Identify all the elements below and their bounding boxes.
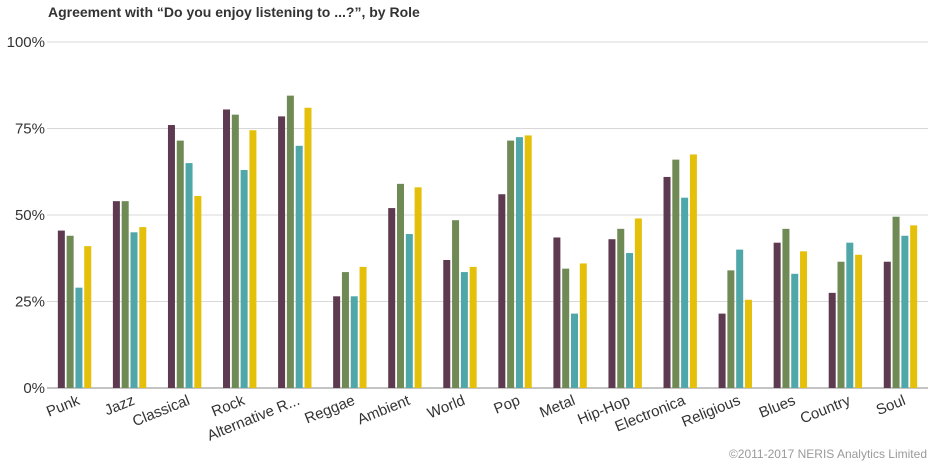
- bar-metal-4: [579, 263, 587, 388]
- bar-metal-2: [562, 268, 570, 388]
- bar-pop-3: [515, 137, 523, 388]
- bar-rock-1: [223, 109, 231, 388]
- x-tick-label: Country: [798, 392, 854, 428]
- bar-religious-3: [736, 249, 744, 388]
- bar-classical-2: [176, 140, 184, 388]
- y-tick-label: 75%: [15, 121, 45, 138]
- bar-ambient-4: [414, 187, 422, 388]
- bar-blues-4: [800, 251, 808, 388]
- bar-pop-1: [498, 194, 506, 388]
- bar-punk-3: [75, 287, 83, 388]
- bar-religious-2: [727, 270, 735, 388]
- bar-pop-2: [507, 140, 515, 388]
- bar-alternative-r-2: [286, 95, 294, 388]
- bar-reggae-1: [333, 296, 341, 388]
- bar-world-2: [452, 220, 460, 388]
- bar-hip-hop-1: [608, 239, 616, 388]
- bar-alternative-r-1: [278, 116, 286, 388]
- gridlines: [47, 41, 928, 389]
- bar-metal-1: [553, 237, 561, 388]
- bar-soul-4: [910, 225, 918, 388]
- bar-blues-1: [773, 242, 781, 388]
- x-tick-label: Religious: [679, 392, 743, 431]
- bar-electronica-3: [681, 197, 689, 388]
- bar-rock-3: [240, 170, 248, 388]
- copyright-notice: ©2011-2017 NERIS Analytics Limited: [728, 447, 927, 461]
- bar-religious-4: [744, 299, 752, 388]
- bar-country-2: [837, 261, 845, 388]
- bar-alternative-r-4: [304, 107, 312, 389]
- x-tick-label: Metal: [537, 392, 577, 422]
- bar-country-1: [828, 292, 836, 388]
- bar-soul-2: [892, 216, 900, 388]
- bar-electronica-4: [689, 154, 697, 388]
- bar-country-4: [855, 254, 863, 388]
- bar-hip-hop-3: [626, 253, 634, 388]
- bar-blues-3: [791, 273, 799, 388]
- bar-blues-2: [782, 228, 790, 388]
- bar-metal-3: [570, 313, 578, 388]
- y-axis: 0% 25% 50% 75% 100%: [7, 34, 45, 397]
- x-tick-label: Ambient: [355, 392, 413, 429]
- y-tick-label: 25%: [15, 294, 45, 311]
- x-tick-label: Soul: [874, 392, 908, 419]
- y-tick-label: 100%: [7, 34, 45, 51]
- bar-electronica-1: [663, 176, 671, 388]
- x-tick-label: Reggae: [302, 392, 357, 427]
- bar-classical-3: [185, 163, 193, 388]
- bar-religious-1: [718, 313, 726, 388]
- bars: [57, 95, 918, 389]
- bar-soul-1: [883, 261, 891, 388]
- x-tick-label: World: [425, 392, 467, 422]
- y-tick-label: 0%: [23, 380, 45, 397]
- bar-punk-2: [66, 235, 74, 388]
- bar-alternative-r-3: [295, 145, 303, 388]
- bar-pop-4: [524, 135, 532, 388]
- bar-reggae-3: [350, 296, 358, 388]
- bar-world-1: [443, 259, 451, 388]
- bar-electronica-2: [672, 159, 680, 388]
- x-tick-label: Classical: [130, 392, 192, 430]
- chart-title: Agreement with “Do you enjoy listening t…: [48, 4, 420, 20]
- bar-rock-4: [249, 130, 257, 389]
- bar-ambient-2: [397, 183, 405, 388]
- bar-country-3: [846, 242, 854, 388]
- bar-punk-4: [84, 246, 92, 388]
- bar-world-4: [469, 266, 477, 388]
- bar-hip-hop-2: [617, 228, 625, 388]
- bar-jazz-2: [121, 201, 129, 388]
- bar-punk-1: [57, 230, 65, 388]
- y-tick-label: 50%: [15, 207, 45, 224]
- bar-ambient-3: [405, 234, 413, 388]
- bar-hip-hop-4: [634, 218, 642, 388]
- bar-jazz-3: [130, 232, 138, 388]
- x-tick-label: Pop: [491, 392, 522, 418]
- bar-reggae-2: [341, 272, 349, 388]
- bar-classical-4: [194, 195, 202, 388]
- bar-jazz-4: [139, 227, 147, 388]
- bar-soul-3: [901, 235, 909, 388]
- bar-jazz-1: [112, 201, 120, 388]
- x-tick-label: Punk: [44, 392, 83, 421]
- bar-classical-1: [167, 125, 175, 388]
- bar-world-3: [460, 272, 468, 388]
- bar-reggae-4: [359, 266, 367, 388]
- bar-ambient-1: [388, 208, 396, 388]
- x-tick-label: Blues: [757, 392, 798, 422]
- bar-rock-2: [231, 114, 239, 388]
